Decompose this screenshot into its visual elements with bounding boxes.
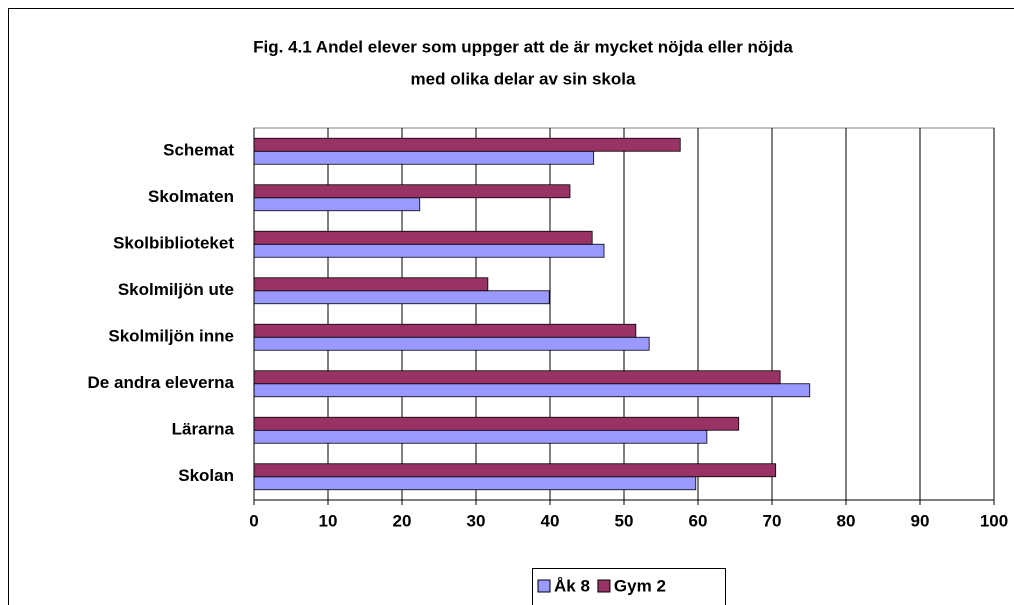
x-tick-label: 80 [837, 511, 856, 530]
legend: Åk 8 Gym 2 [532, 568, 726, 605]
y-tick-label: Skolan [178, 466, 234, 485]
legend-label: Gym 2 [614, 576, 666, 595]
bar [253, 323, 637, 338]
legend-box [532, 568, 726, 605]
bar [253, 150, 595, 165]
x-tick-label: 50 [615, 511, 634, 530]
x-tick-label: 10 [319, 511, 338, 530]
chart-subtitle: med olika delar av sin skola [411, 69, 636, 88]
x-tick-label: 40 [541, 511, 560, 530]
y-tick-label: De andra eleverna [88, 373, 235, 392]
bar [253, 230, 593, 245]
bar [253, 429, 708, 444]
bar [253, 137, 681, 152]
x-tick-label: 70 [763, 511, 782, 530]
y-tick-label: Schemat [163, 141, 234, 160]
legend-label: Åk 8 [554, 576, 590, 595]
bar [253, 476, 697, 491]
bar [253, 290, 550, 305]
bar [253, 184, 571, 199]
x-tick-label: 100 [980, 511, 1008, 530]
x-tick-label: 90 [911, 511, 930, 530]
bar [253, 197, 421, 212]
bar [253, 416, 740, 431]
legend-swatch [597, 579, 611, 593]
bar [253, 243, 605, 258]
x-tick-label: 20 [393, 511, 412, 530]
y-tick-label: Skolmaten [148, 187, 234, 206]
x-tick-label: 60 [689, 511, 708, 530]
bar [253, 336, 650, 351]
y-tick-label: Skolmiljön ute [118, 280, 234, 299]
y-tick-label: Lärarna [172, 420, 235, 439]
y-tick-label: Skolbiblioteket [113, 234, 234, 253]
bar [253, 383, 811, 398]
chart-title: Fig. 4.1 Andel elever som uppger att de … [253, 37, 793, 56]
x-tick-label: 0 [249, 511, 258, 530]
x-tick-label: 30 [467, 511, 486, 530]
bar [253, 370, 781, 385]
bar [253, 463, 777, 478]
y-tick-label: Skolmiljön inne [108, 327, 234, 346]
bar [253, 277, 489, 292]
legend-swatch [537, 579, 551, 593]
